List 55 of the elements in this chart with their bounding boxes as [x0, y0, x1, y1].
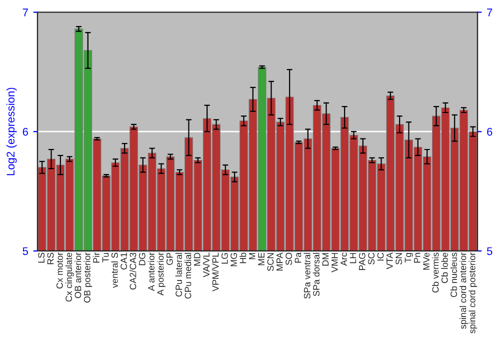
x-tick-label: SN [396, 253, 402, 264]
y-tick-label: 5 [22, 247, 28, 256]
x-tick-label: A anterior [148, 252, 155, 291]
x-tick-label: Cb lobe [441, 252, 448, 283]
x-tick-label: Cb nucleus [450, 252, 458, 298]
x-tick-label: A posterior [157, 252, 166, 296]
x-tick-label: LG [221, 253, 228, 264]
x-tick-label: spinal cord anterior [460, 252, 468, 329]
x-tick-label: MVe [423, 252, 430, 270]
x-tick-label: SPa ventral [304, 252, 310, 299]
x-tick-label: CPu medial [184, 252, 192, 299]
x-tick-label: Hb [240, 252, 246, 264]
x-tick-label: DG [138, 253, 146, 266]
x-tick-label: GP [166, 252, 173, 265]
x-tick-label: M [249, 253, 256, 260]
y2-tick-label: 7 [487, 8, 492, 16]
x-tick-label: PAG [358, 253, 366, 270]
x-tick-label: Tg [404, 252, 413, 263]
x-tick-label: Cx cingulate [65, 252, 74, 302]
x-tick-label: SPa dorsal [312, 252, 320, 296]
x-tick-label: spinal cord posterior [468, 252, 478, 334]
x-tick-label: ventral S [111, 252, 118, 288]
x-tick-label: VTA [386, 252, 393, 270]
x-tick-label: MPA [276, 252, 283, 270]
x-tick-label: MD [194, 252, 200, 266]
x-tick-label: CA1 [120, 252, 128, 270]
x-tick-label: RS [47, 252, 54, 264]
x-tick-label: CA2/CA3 [130, 252, 136, 290]
x-tick-label: DM [322, 253, 329, 266]
x-tick-label: SO [286, 252, 292, 265]
y-axis-title: Log2 (expression) [6, 88, 17, 176]
x-tick-label: OB anterior [74, 252, 82, 298]
x-tick-label: VPM/VPL [212, 252, 219, 292]
x-tick-label: Pa [294, 252, 302, 263]
x-tick-label: Pn [414, 252, 420, 263]
x-tick-label: LH [350, 253, 356, 264]
x-tick-label: Cx motor [56, 252, 63, 288]
x-tick-label: ME [258, 252, 264, 266]
x-tick-label: Pir [92, 252, 100, 263]
y-tick-label: 7 [22, 8, 28, 16]
y-tick-label: 6 [22, 128, 28, 136]
x-tick-label: LS [38, 252, 45, 263]
x-tick-label: Tu [102, 252, 109, 262]
x-tick-label: Arc [340, 252, 348, 266]
x-tick-label: IC [377, 252, 384, 261]
x-tick-label: SC [368, 252, 375, 264]
x-tick-label: Cb vermis [432, 252, 439, 293]
x-tick-label: SCN [267, 253, 274, 271]
y2-tick-label: 6 [487, 128, 492, 136]
y2-tick-label: 5 [486, 247, 492, 256]
x-tick-label: VMH [332, 253, 338, 272]
x-tick-label: OB posterior [84, 252, 92, 303]
x-tick-label: VA/VL [202, 252, 210, 278]
x-tick-label: CPu lateral [175, 252, 182, 297]
x-tick-label: MG [230, 253, 238, 266]
